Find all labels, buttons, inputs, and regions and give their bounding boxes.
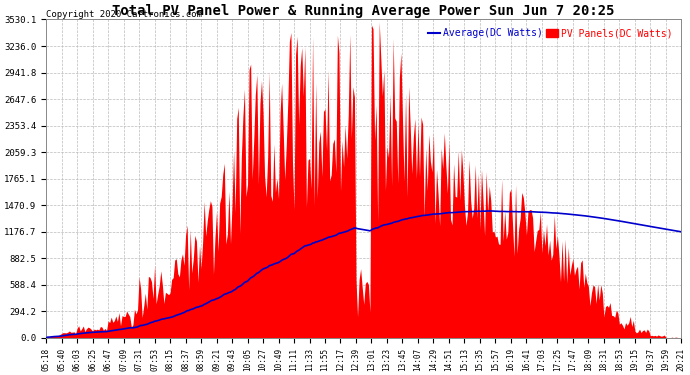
Text: Copyright 2020 Cartronics.com: Copyright 2020 Cartronics.com: [46, 10, 202, 20]
Title: Total PV Panel Power & Running Average Power Sun Jun 7 20:25: Total PV Panel Power & Running Average P…: [112, 4, 615, 18]
Legend: Average(DC Watts), PV Panels(DC Watts): Average(DC Watts), PV Panels(DC Watts): [424, 24, 676, 42]
